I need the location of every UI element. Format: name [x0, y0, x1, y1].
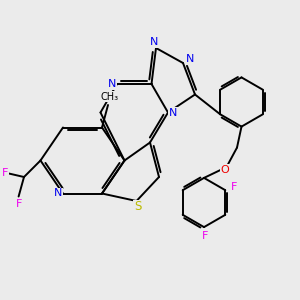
Text: S: S: [134, 200, 142, 214]
Text: F: F: [202, 231, 209, 241]
Text: CH₃: CH₃: [100, 92, 118, 102]
Text: F: F: [15, 199, 22, 209]
Text: N: N: [185, 54, 194, 64]
Text: F: F: [2, 168, 8, 178]
Text: N: N: [149, 37, 158, 47]
Text: O: O: [220, 165, 230, 175]
Text: F: F: [231, 182, 238, 192]
Text: N: N: [107, 79, 116, 89]
Text: N: N: [54, 188, 63, 199]
Text: N: N: [169, 107, 178, 118]
